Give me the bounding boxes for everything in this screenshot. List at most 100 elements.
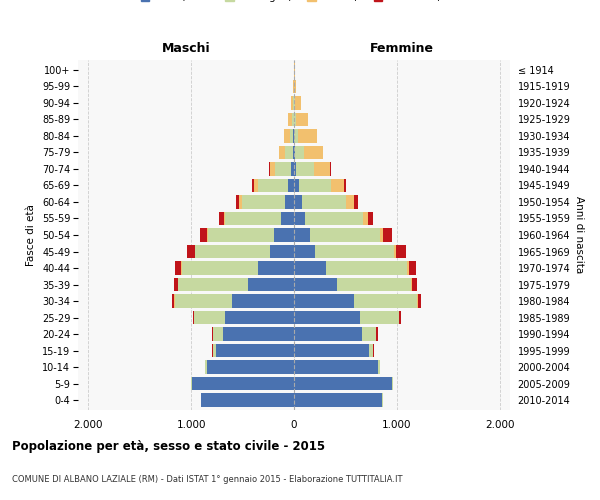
Bar <box>330 162 331 175</box>
Bar <box>326 262 407 274</box>
Bar <box>285 146 293 159</box>
Text: Popolazione per età, sesso e stato civile - 2015: Popolazione per età, sesso e stato civil… <box>12 440 325 453</box>
Bar <box>213 344 216 357</box>
Bar <box>175 262 181 274</box>
Bar <box>291 162 294 175</box>
Bar <box>376 328 378 340</box>
Bar <box>207 228 208 241</box>
Bar <box>290 130 293 142</box>
Bar <box>254 179 258 192</box>
Bar <box>205 360 206 374</box>
Bar <box>287 113 292 126</box>
Bar <box>294 80 296 93</box>
Bar <box>411 278 412 291</box>
Bar <box>242 196 285 208</box>
Bar <box>295 96 301 110</box>
Bar <box>239 196 242 208</box>
Bar <box>293 146 294 159</box>
Bar <box>285 196 294 208</box>
Bar <box>400 311 401 324</box>
Bar <box>281 212 294 225</box>
Bar <box>200 228 207 241</box>
Bar <box>296 162 314 175</box>
Bar <box>172 294 175 308</box>
Bar <box>248 278 294 291</box>
Bar <box>379 360 380 374</box>
Bar <box>187 245 195 258</box>
Bar <box>294 162 296 175</box>
Bar <box>294 113 296 126</box>
Bar <box>354 196 358 208</box>
Bar <box>174 278 178 291</box>
Bar <box>279 146 285 159</box>
Bar <box>236 196 239 208</box>
Text: Maschi: Maschi <box>161 42 211 55</box>
Bar <box>294 146 295 159</box>
Bar <box>409 262 416 274</box>
Bar <box>208 228 274 241</box>
Bar <box>294 278 337 291</box>
Bar <box>194 311 225 324</box>
Bar <box>206 360 294 374</box>
Bar <box>394 245 396 258</box>
Bar <box>407 262 409 274</box>
Bar <box>292 96 293 110</box>
Y-axis label: Fasce di età: Fasce di età <box>26 204 37 266</box>
Bar <box>380 228 383 241</box>
Bar <box>344 179 346 192</box>
Bar <box>225 311 294 324</box>
Bar <box>294 294 353 308</box>
Bar <box>310 228 380 241</box>
Bar <box>216 344 294 357</box>
Bar <box>295 130 298 142</box>
Bar <box>220 212 224 225</box>
Bar <box>292 113 294 126</box>
Y-axis label: Anni di nascita: Anni di nascita <box>574 196 584 274</box>
Bar <box>294 179 299 192</box>
Bar <box>284 130 290 142</box>
Bar <box>274 228 294 241</box>
Text: COMUNE DI ALBANO LAZIALE (RM) - Dati ISTAT 1° gennaio 2015 - Elaborazione TUTTIT: COMUNE DI ALBANO LAZIALE (RM) - Dati IST… <box>12 475 403 484</box>
Bar <box>383 228 392 241</box>
Bar <box>331 179 344 192</box>
Bar <box>314 245 394 258</box>
Bar <box>392 377 393 390</box>
Bar <box>362 328 376 340</box>
Bar <box>294 377 392 390</box>
Bar <box>346 196 354 208</box>
Bar <box>225 212 281 225</box>
Bar <box>191 377 192 390</box>
Bar <box>192 377 294 390</box>
Bar <box>258 179 288 192</box>
Bar <box>224 212 225 225</box>
Bar <box>223 328 294 340</box>
Bar <box>271 245 294 258</box>
Bar <box>294 311 360 324</box>
Bar <box>294 228 310 241</box>
Bar <box>337 278 411 291</box>
Bar <box>294 196 302 208</box>
Bar <box>418 294 421 308</box>
Bar <box>369 344 373 357</box>
Bar <box>294 360 379 374</box>
Bar <box>363 212 368 225</box>
Bar <box>353 294 418 308</box>
Bar <box>182 262 258 274</box>
Bar <box>258 262 294 274</box>
Bar <box>294 328 362 340</box>
Bar <box>294 262 326 274</box>
Bar <box>294 394 382 406</box>
Text: Femmine: Femmine <box>370 42 434 55</box>
Bar <box>275 162 291 175</box>
Bar <box>178 278 248 291</box>
Bar <box>195 245 271 258</box>
Bar <box>212 328 213 340</box>
Bar <box>296 113 308 126</box>
Bar <box>305 212 363 225</box>
Bar <box>253 179 254 192</box>
Bar <box>269 162 271 175</box>
Bar <box>368 212 373 225</box>
Bar <box>271 162 275 175</box>
Bar <box>294 344 369 357</box>
Bar <box>302 196 346 208</box>
